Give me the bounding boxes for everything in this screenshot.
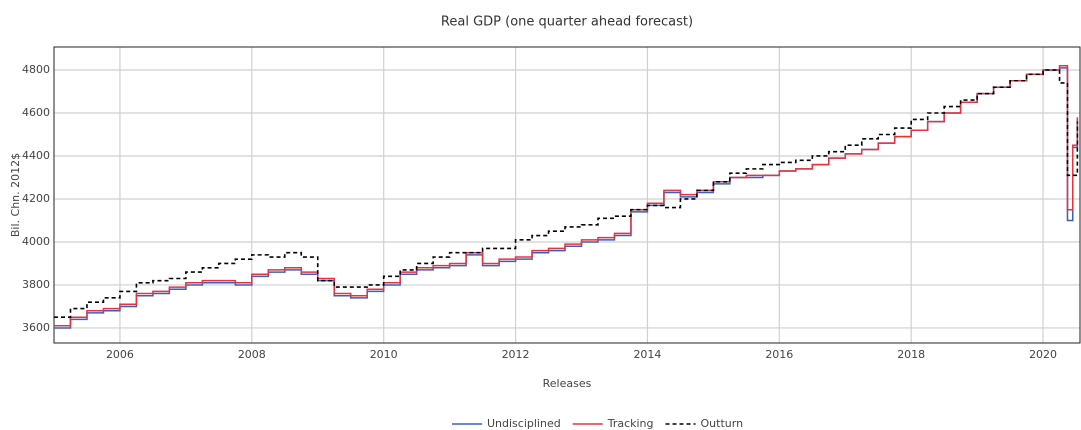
x-axis-title: Releases: [543, 377, 592, 390]
series-line: [54, 67, 1079, 329]
series-line: [54, 69, 1079, 319]
x-tick-label: 2010: [370, 348, 398, 361]
legend-label: Undisciplined: [487, 417, 561, 430]
legend-label: Outturn: [701, 417, 744, 430]
chart-title: Real GDP (one quarter ahead forecast): [441, 15, 693, 30]
y-tick-label: 4200: [22, 192, 50, 205]
legend-label: Tracking: [607, 417, 654, 430]
y-tick-label: 4800: [22, 63, 50, 76]
x-tick-label: 2020: [1029, 348, 1057, 361]
plot-frame: [53, 46, 1081, 344]
y-tick-label: 4000: [22, 235, 50, 248]
x-tick-label: 2006: [106, 348, 134, 361]
y-tick-label: 3800: [22, 278, 50, 291]
x-tick-label: 2014: [633, 348, 661, 361]
series-line: [54, 64, 1079, 327]
y-tick-label: 4400: [22, 149, 50, 162]
x-tick-label: 2012: [502, 348, 530, 361]
x-tick-label: 2018: [897, 348, 925, 361]
x-tick-label: 2008: [238, 348, 266, 361]
y-tick-label: 4600: [22, 106, 50, 119]
y-tick-label: 3600: [22, 321, 50, 334]
x-tick-label: 2016: [765, 348, 793, 361]
y-axis-title: Bil. Chn. 2012$: [9, 153, 22, 237]
